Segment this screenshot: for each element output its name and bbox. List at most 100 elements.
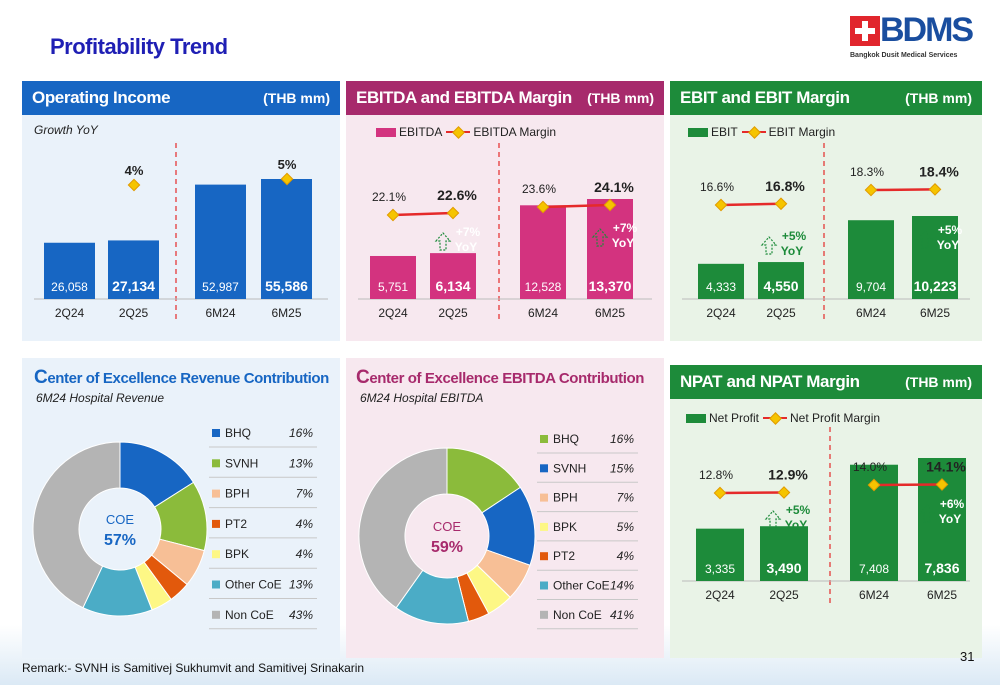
- coe-revenue-donut: COE 57% BHQ 16% SVNH 13% BPH 7% PT2 4% BPK 4% Other …: [32, 426, 317, 630]
- growth-yoy-label: YoY: [785, 518, 807, 532]
- panel-unit: (THB mm): [587, 90, 654, 106]
- bar-value-label: 7,408: [859, 562, 889, 576]
- margin-marker: [777, 486, 791, 499]
- legend-label: Other CoE: [225, 578, 282, 592]
- coe-ebitda-donut: COE 59% BHQ 16% SVNH 15% BPH 7% BPK 5% PT2 4% Other …: [358, 432, 638, 630]
- panel-title: NPAT and NPAT Margin: [680, 372, 860, 391]
- margin-marker: [603, 198, 617, 212]
- x-tick-label: 6M24: [856, 306, 886, 320]
- margin-label: 16.8%: [765, 178, 805, 194]
- legend-label: Other CoE: [553, 579, 610, 593]
- center-label: COE: [433, 519, 462, 534]
- margin-line: [873, 483, 943, 487]
- panel-unit: (THB mm): [263, 90, 330, 106]
- growth-label: +5%: [938, 223, 963, 237]
- legend-bar-label: Net Profit: [709, 411, 760, 425]
- bar: [430, 253, 476, 299]
- growth-caption: Growth YoY: [34, 123, 98, 137]
- margin-label: 22.6%: [437, 187, 477, 203]
- legend-line-label: EBITDA Margin: [473, 125, 557, 139]
- donut-slice: [358, 447, 448, 609]
- growth-marker: [127, 178, 141, 192]
- bar-value-label: 7,836: [924, 560, 959, 576]
- growth-arrow-icon: [760, 236, 778, 255]
- x-tick-label: 2Q24: [706, 306, 736, 320]
- bar: [370, 255, 416, 299]
- growth-value-label: 4%: [125, 163, 144, 178]
- x-tick-label: 6M24: [528, 306, 558, 320]
- margin-line: [719, 491, 785, 495]
- cross-icon: [850, 16, 880, 46]
- x-tick-label: 2Q24: [705, 588, 735, 602]
- legend-bar-swatch: [686, 413, 706, 423]
- npat-legend: Net Profit Net Profit Margin: [686, 411, 880, 425]
- panel-title: Operating Income: [32, 88, 171, 107]
- bar: [195, 184, 246, 299]
- bar: [698, 263, 744, 299]
- margin-label: 12.8%: [699, 468, 733, 482]
- legend-label: BPK: [553, 520, 577, 534]
- margin-label: 18.3%: [850, 165, 884, 179]
- coe-revenue-title: Center of Excellence Revenue Contributio…: [34, 367, 329, 388]
- bar-value-label: 9,704: [856, 280, 886, 294]
- bar-value-label: 3,335: [705, 562, 735, 576]
- margin-marker: [928, 183, 942, 196]
- margin-marker: [446, 206, 460, 220]
- center-value: 57%: [104, 532, 136, 549]
- bar: [44, 242, 95, 299]
- legend-label: BPH: [225, 487, 250, 501]
- legend-line-label: EBIT Margin: [768, 125, 836, 139]
- x-tick-label: 2Q25: [119, 306, 149, 320]
- margin-line: [870, 188, 936, 192]
- bar: [261, 179, 312, 299]
- legend-swatch: [212, 459, 220, 468]
- panel-title: EBIT and EBIT Margin: [680, 88, 850, 107]
- growth-label: +7%: [613, 221, 638, 235]
- legend-value: 5%: [617, 520, 635, 534]
- bar-value-label: 52,987: [202, 280, 239, 294]
- x-tick-label: 6M25: [927, 588, 957, 602]
- logo-text: BDMS: [880, 11, 974, 49]
- margin-label: 23.6%: [522, 182, 556, 196]
- page-title: Profitability Trend: [50, 34, 228, 59]
- margin-marker: [935, 478, 949, 491]
- bar-value-label: 4,333: [706, 280, 736, 294]
- legend-swatch: [540, 493, 548, 502]
- legend-value: 7%: [617, 491, 635, 505]
- legend-value: 7%: [296, 487, 314, 501]
- coe-revenue-panel: Center of Excellence Revenue Contributio…: [22, 358, 340, 658]
- legend-swatch: [540, 610, 548, 619]
- margin-marker: [386, 208, 400, 222]
- donut-slice: [32, 441, 121, 609]
- bar: [760, 526, 808, 581]
- coe-ebitda-title: Center of Excellence EBITDA Contribution: [356, 367, 645, 388]
- legend-swatch: [212, 580, 220, 589]
- bar: [108, 240, 159, 299]
- bar-value-label: 13,370: [589, 278, 632, 294]
- growth-arrow-icon: [591, 228, 609, 247]
- legend-line-swatch: [741, 127, 766, 137]
- legend-label: SVNH: [553, 461, 586, 475]
- legend-value: 4%: [296, 517, 314, 531]
- bar-value-label: 12,528: [525, 280, 562, 294]
- legend-label: BPK: [225, 547, 249, 561]
- legend-swatch: [540, 552, 548, 561]
- margin-label: 18.4%: [919, 163, 959, 179]
- legend-line-label: Net Profit Margin: [790, 411, 881, 425]
- legend-value: 13%: [289, 456, 313, 470]
- margin-label: 12.9%: [768, 467, 808, 483]
- margin-label: 16.6%: [700, 180, 734, 194]
- bar-value-label: 3,490: [766, 560, 801, 576]
- bar: [912, 216, 958, 299]
- x-tick-label: 2Q25: [766, 306, 796, 320]
- ebit-legend: EBIT EBIT Margin: [688, 125, 835, 139]
- growth-arrow-icon: [918, 504, 936, 523]
- growth-yoy-label: YoY: [937, 238, 959, 252]
- ebitda-panel: EBITDA and EBITDA Margin (THB mm) EBITDA…: [346, 81, 664, 341]
- coe-ebitda-caption: 6M24 Hospital EBITDA: [360, 391, 484, 405]
- x-tick-label: 6M24: [205, 306, 235, 320]
- legend-bar-swatch: [376, 127, 396, 137]
- growth-yoy-label: YoY: [939, 512, 961, 526]
- x-tick-label: 2Q25: [769, 588, 799, 602]
- legend-label: Non CoE: [225, 608, 274, 622]
